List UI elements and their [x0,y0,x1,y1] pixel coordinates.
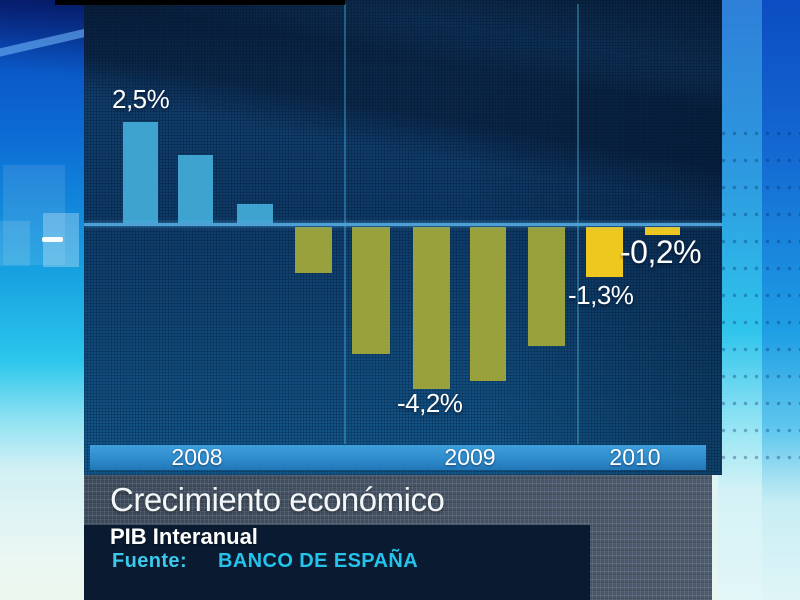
chart-subtitle: PIB Interanual [110,524,258,549]
axis-label-2008: 2008 [171,444,223,470]
top-black-bar [55,0,345,5]
source-label: Fuente: [112,550,188,572]
x-axis-year-band: 2008 2009 2010 [90,445,706,470]
bar-2010-t1 [586,227,623,277]
bar-2009-t3 [470,227,506,381]
decor-square [3,165,65,265]
bar-2009-t1 [352,227,390,354]
data-label-2010-t2: -0,2% [620,234,702,270]
data-label-2009-t2: -4,2% [397,388,463,418]
chart-panel [84,0,722,475]
zero-tick-dash [42,237,63,242]
zero-axis-line [84,223,722,226]
right-band-strip-light [718,0,762,600]
right-band-strip-dark [762,0,800,600]
bar-2008-t3 [237,204,273,225]
bar-2008-t2 [178,155,213,225]
data-label-2008-t1: 2,5% [112,84,170,114]
decor-square [0,221,30,266]
axis-label-2009: 2009 [444,444,496,470]
subtitle-box [84,525,590,600]
left-background-band [0,0,103,600]
bar-2009-t4 [528,227,565,346]
right-background-band [718,0,800,600]
data-label-2010-t1: -1,3% [568,280,634,310]
chart-title: Crecimiento económico [110,481,445,518]
source-value: BANCO DE ESPAÑA [218,550,419,572]
bar-2010-t2 [645,227,680,235]
bar-2008-t4 [295,227,332,273]
axis-label-2010: 2010 [609,444,661,470]
right-band-dot-texture [718,120,800,480]
bars-layer [84,0,722,475]
bar-2008-t1 [123,122,158,225]
source-line: Fuente: BANCO DE ESPAÑA [112,550,418,573]
bar-2009-t2 [413,227,450,389]
